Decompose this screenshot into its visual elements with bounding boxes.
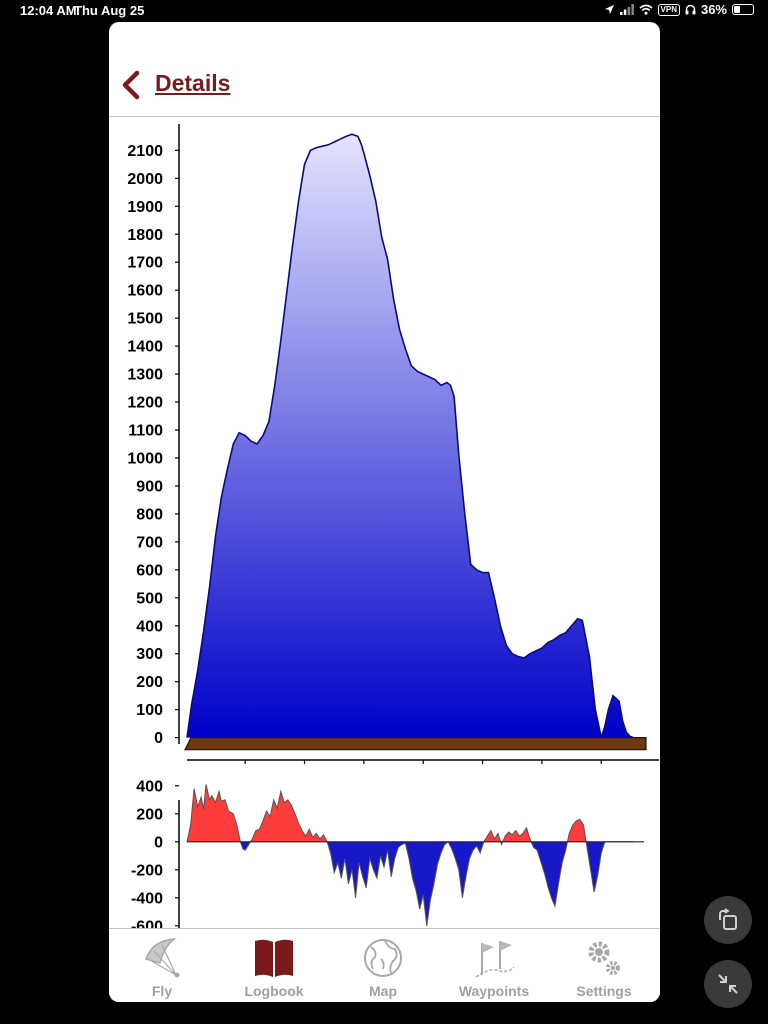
status-time: 12:04 AM bbox=[20, 3, 77, 18]
tab-map[interactable]: Map bbox=[331, 935, 435, 999]
vario-chart: 400 200 0 -200 -400 -600 bbox=[131, 778, 644, 930]
vario-y-tick-label: 0 bbox=[154, 834, 163, 851]
tab-label: Logbook bbox=[244, 983, 304, 999]
tab-logbook[interactable]: Logbook bbox=[222, 935, 326, 999]
y-tick-label: 1400 bbox=[127, 339, 163, 356]
tab-bar: Fly Logbook Map Waypoints bbox=[109, 928, 660, 1002]
battery-percent: 36% bbox=[700, 2, 727, 17]
y-tick-label: 1100 bbox=[128, 423, 163, 440]
y-tick-label: 1000 bbox=[127, 450, 163, 467]
y-tick-label: 1700 bbox=[127, 255, 163, 272]
y-tick-label: 200 bbox=[136, 674, 163, 691]
cellular-signal-icon bbox=[619, 4, 634, 15]
vario-y-tick-label: 200 bbox=[136, 806, 163, 823]
rotate-window-button[interactable] bbox=[704, 896, 752, 944]
y-tick-label: 1500 bbox=[127, 311, 163, 328]
vario-y-tick-label: -600 bbox=[131, 918, 163, 930]
tab-settings[interactable]: Settings bbox=[552, 935, 656, 999]
rotate-window-icon bbox=[719, 908, 737, 930]
y-tick-label: 100 bbox=[136, 702, 163, 719]
wifi-icon bbox=[639, 4, 653, 15]
altitude-area bbox=[187, 134, 634, 738]
vario-sink-area bbox=[240, 841, 605, 926]
vario-line bbox=[186, 784, 634, 926]
y-tick-label: 1900 bbox=[127, 199, 163, 216]
book-icon bbox=[255, 939, 293, 977]
y-tick-label: 0 bbox=[154, 730, 163, 747]
status-bar: 12:04 AM Thu Aug 25 VPN 36% bbox=[0, 0, 768, 20]
y-tick-label: 900 bbox=[136, 478, 163, 495]
paraglider-icon bbox=[145, 938, 180, 978]
y-tick-label: 600 bbox=[136, 562, 163, 579]
battery-icon bbox=[732, 4, 754, 15]
tab-waypoints[interactable]: Waypoints bbox=[442, 935, 546, 999]
flags-icon bbox=[475, 941, 515, 978]
gears-icon bbox=[588, 941, 620, 975]
status-icons: VPN 36% bbox=[604, 2, 754, 17]
vario-y-tick-label: -200 bbox=[131, 862, 163, 879]
collapse-button[interactable] bbox=[704, 960, 752, 1008]
globe-icon bbox=[364, 939, 402, 977]
y-tick-label: 1600 bbox=[127, 283, 163, 300]
altitude-line bbox=[186, 133, 634, 741]
chevron-left-icon[interactable] bbox=[119, 70, 145, 100]
y-tick-label: 1300 bbox=[127, 367, 163, 384]
y-tick-label: 700 bbox=[136, 534, 163, 551]
status-date: Thu Aug 25 bbox=[74, 3, 145, 18]
tab-label: Settings bbox=[576, 983, 632, 999]
back-to-details-link[interactable]: Details bbox=[155, 70, 231, 96]
y-tick-label: 800 bbox=[136, 506, 163, 523]
y-tick-label: 500 bbox=[136, 590, 163, 607]
y-tick-label: 400 bbox=[136, 618, 163, 635]
battery-level bbox=[734, 6, 741, 13]
vario-climb-area bbox=[187, 784, 634, 842]
y-tick-label: 1800 bbox=[127, 227, 163, 244]
tab-label: Waypoints bbox=[458, 983, 530, 999]
ground-strip bbox=[184, 737, 647, 751]
y-tick-label: 300 bbox=[136, 646, 163, 663]
y-tick-label: 1200 bbox=[127, 395, 163, 412]
altitude-chart: 0 100 200 300 400 500 600 700 800 900 1000 1100 1200… bbox=[127, 124, 659, 764]
y-tick-label: 2000 bbox=[127, 171, 163, 188]
location-arrow-icon bbox=[604, 5, 614, 14]
tab-label: Map bbox=[369, 983, 397, 999]
tab-fly[interactable]: Fly bbox=[110, 935, 214, 999]
app-window: Details 0 100 200 300 400 500 600 700 800 900 1000… bbox=[109, 22, 660, 1002]
vpn-badge: VPN bbox=[657, 3, 680, 16]
navigation-bar: Details bbox=[109, 22, 660, 117]
headphones-icon bbox=[685, 4, 696, 15]
y-tick-label: 2100 bbox=[127, 143, 163, 160]
vario-y-tick-label: 400 bbox=[136, 778, 163, 795]
tab-label: Fly bbox=[151, 983, 173, 999]
collapse-icon bbox=[718, 974, 738, 994]
vario-y-tick-label: -400 bbox=[131, 890, 163, 907]
